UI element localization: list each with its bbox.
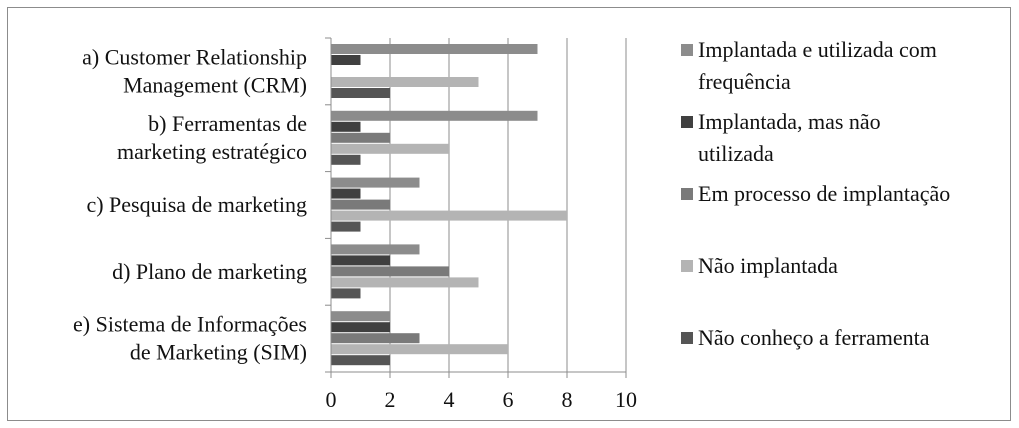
x-tick-label: 4: [444, 387, 455, 412]
x-tick-labels: 0 2 4 6 8 10: [326, 387, 638, 412]
bar-cat3-series2: [331, 188, 361, 199]
bar-cat4-series1: [331, 244, 420, 255]
bar-cat5-series2: [331, 322, 390, 333]
bar-cat3-series4: [331, 210, 567, 221]
bars: [331, 44, 567, 366]
bar-cat1-series5: [331, 88, 390, 98]
bar-cat4-series4: [331, 277, 479, 288]
category-labels: a) Customer Relationship Management (CRM)…: [73, 44, 307, 364]
bar-cat5-series1: [331, 311, 390, 322]
bar-cat2-series4: [331, 143, 449, 154]
bar-cat1-series2: [331, 55, 361, 65]
x-tick-label: 6: [503, 387, 514, 412]
bar-cat3-series3: [331, 199, 390, 210]
category-label: a) Customer Relationship Management (CRM): [82, 44, 307, 97]
legend-label: Em processo de implantação: [698, 181, 951, 206]
x-tick-label: 10: [615, 387, 637, 412]
bar-cat3-series5: [331, 221, 361, 232]
category-label: d) Plano de marketing: [112, 259, 307, 284]
bar-cat1-series4: [331, 77, 479, 87]
x-tick-label: 0: [326, 387, 337, 412]
legend-swatch: [681, 260, 693, 272]
bar-cat2-series2: [331, 121, 361, 132]
chart-frame: [7, 7, 1011, 421]
legend-swatch: [681, 116, 693, 128]
gridlines: [389, 38, 627, 372]
legend-swatch: [681, 44, 693, 56]
bar-cat4-series5: [331, 288, 361, 299]
legend-label: Não conheço a ferramenta: [698, 325, 930, 350]
bar-cat3-series1: [331, 177, 420, 188]
bar-cat5-series5: [331, 355, 390, 366]
category-label: c) Pesquisa de marketing: [86, 192, 307, 217]
category-label: e) Sistema de Informações de Marketing (S…: [73, 312, 307, 365]
bar-cat5-series4: [331, 344, 508, 355]
bar-cat4-series3: [331, 266, 449, 277]
bar-cat2-series1: [331, 110, 538, 121]
bar-cat2-series5: [331, 154, 361, 165]
legend-label: Não implantada: [698, 253, 838, 278]
legend-swatch: [681, 188, 693, 200]
bar-cat4-series2: [331, 255, 390, 266]
x-tick-label: 2: [385, 387, 396, 412]
bar-cat5-series3: [331, 333, 420, 344]
category-label: b) Ferramentas de marketing estratégico: [117, 111, 307, 164]
legend-label: Implantada, mas não utilizada: [698, 109, 881, 166]
legend-swatch: [681, 332, 693, 344]
bar-cat2-series3: [331, 132, 390, 143]
axes: [325, 37, 627, 378]
x-tick-label: 8: [562, 387, 573, 412]
bar-cat1-series1: [331, 44, 538, 54]
legend-label: Implantada e utilizada com frequência: [698, 37, 937, 94]
